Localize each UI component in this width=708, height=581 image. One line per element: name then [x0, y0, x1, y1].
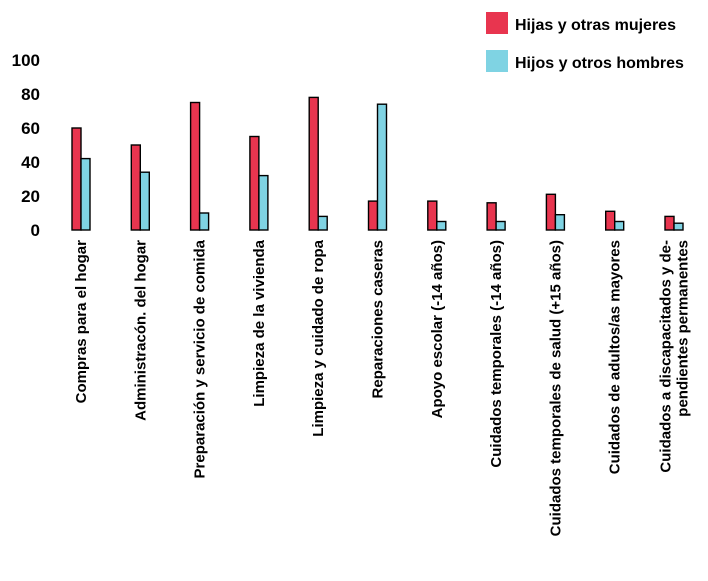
- x-tick-label: Cuidados a discapacitados y de-: [658, 240, 675, 473]
- bars: [71, 96, 684, 231]
- bar-mujeres: [427, 200, 438, 231]
- x-tick-label: Cuidados temporales de salud (+15 años): [547, 240, 564, 536]
- bar-hombres: [317, 215, 328, 231]
- x-tick-label: Cuidados de adultos/as mayores: [607, 240, 624, 474]
- x-tick-label: Apoyo escolar (-14 años): [429, 240, 446, 418]
- bar-hombres: [673, 222, 684, 231]
- bar-hombres: [198, 212, 210, 231]
- bar-mujeres: [249, 135, 260, 231]
- x-tick-label: Limpieza de la vivienda: [251, 239, 268, 406]
- bar-mujeres: [486, 202, 497, 231]
- y-tick-label: 80: [21, 85, 40, 104]
- y-axis: 0 20 40 60 80 100: [12, 51, 40, 240]
- legend-swatch: [486, 50, 508, 72]
- bar-hombres: [376, 103, 388, 231]
- bar-mujeres: [664, 215, 675, 231]
- x-tick-label: Reparaciones caseras: [370, 240, 387, 398]
- y-tick-label: 100: [12, 51, 40, 70]
- y-tick-label: 20: [21, 187, 40, 206]
- legend-label: Hijos y otros hombres: [515, 55, 684, 72]
- bar-hombres: [614, 220, 625, 231]
- bar-hombres: [139, 171, 151, 231]
- bar-mujeres: [71, 127, 82, 231]
- x-tick-label: pendientes permanentes: [675, 240, 692, 417]
- legend: Hijas y otras mujeres Hijos y otros hombr…: [486, 12, 684, 72]
- bar-mujeres: [605, 210, 616, 231]
- y-tick-label: 60: [21, 119, 40, 138]
- bar-hombres: [80, 157, 91, 231]
- bar-mujeres: [308, 96, 319, 231]
- legend-swatch: [486, 12, 508, 34]
- x-tick-label: Limpieza y cuidado de ropa: [310, 239, 327, 436]
- x-axis-labels: Compras para el hogar Administracón. del …: [73, 239, 692, 536]
- y-tick-label: 40: [21, 153, 40, 172]
- bar-hombres: [436, 220, 447, 231]
- bar-mujeres: [545, 193, 557, 231]
- bar-mujeres: [189, 101, 201, 231]
- bar-hombres: [495, 220, 506, 231]
- bar-hombres: [554, 213, 566, 231]
- bar-mujeres: [367, 200, 379, 231]
- x-tick-label: Preparación y servicio de comida: [192, 239, 209, 478]
- bar-mujeres: [130, 144, 142, 231]
- x-tick-label: Cuidados temporales (-14 años): [488, 240, 505, 468]
- legend-label: Hijas y otras mujeres: [515, 17, 676, 34]
- x-tick-label: Administracón. del hogar: [132, 240, 149, 421]
- x-tick-label: Compras para el hogar: [73, 240, 90, 404]
- y-tick-label: 0: [31, 221, 40, 240]
- bar-hombres: [258, 174, 269, 231]
